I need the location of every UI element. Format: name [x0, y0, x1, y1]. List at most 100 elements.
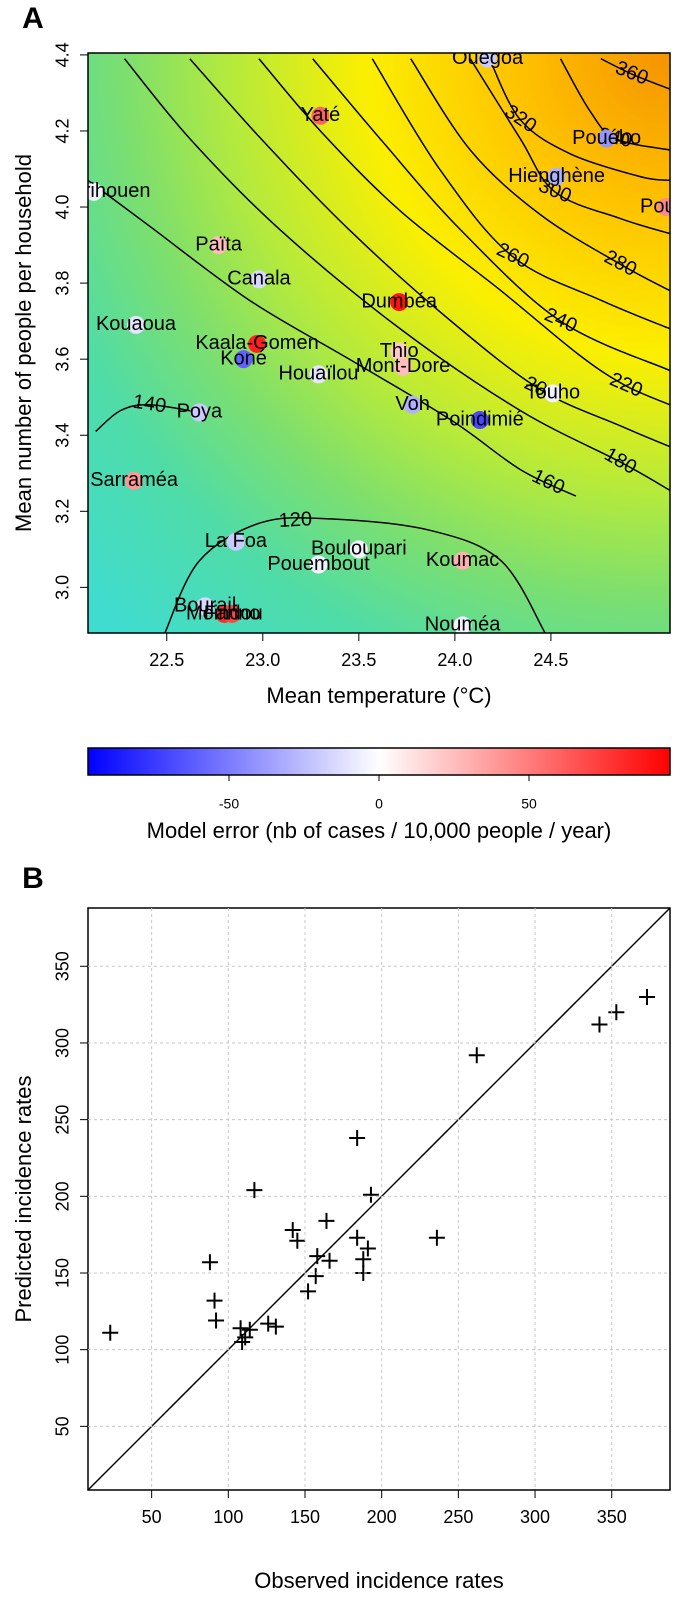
point-label: Houaïlou	[278, 363, 358, 385]
x-tick-label: 350	[597, 1507, 627, 1527]
y-tick-label: 350	[53, 951, 73, 981]
point	[355, 1251, 372, 1268]
point	[468, 1047, 485, 1064]
point	[284, 1222, 301, 1239]
point-label: Dumbéa	[361, 290, 437, 312]
contour-line	[488, 58, 670, 182]
x-tick-label: 23.5	[341, 650, 376, 670]
point	[241, 1321, 258, 1338]
point	[543, 384, 562, 403]
point	[394, 357, 413, 376]
point	[127, 315, 146, 334]
point-label: Poum	[640, 195, 692, 217]
point-label: Mont-Dore	[356, 355, 450, 377]
y-tick-label: 3.0	[53, 575, 73, 600]
point	[196, 597, 215, 616]
y-tick-label: 50	[53, 1416, 73, 1436]
point	[311, 106, 330, 125]
point	[355, 1265, 372, 1281]
point	[249, 270, 268, 289]
contour-label: 120	[278, 508, 313, 532]
point-label: Ponérihouen	[37, 180, 150, 202]
contour-line	[559, 58, 670, 151]
point	[309, 1248, 326, 1265]
point-label: Bouloupari	[311, 538, 407, 560]
point-label: Poindimié	[436, 408, 524, 430]
point	[248, 334, 267, 353]
point	[321, 1252, 338, 1269]
point-label: Touho	[526, 382, 581, 404]
colorbar-tick-label: -50	[219, 796, 239, 812]
point	[88, 182, 103, 201]
y-tick-label: 4.4	[53, 42, 73, 67]
point-label: Pouébo	[572, 127, 641, 149]
point	[201, 1254, 218, 1271]
y-tick-label: 3.6	[53, 347, 73, 372]
plot-area-a: 120140160180200220240260280300320340360O…	[37, 53, 692, 636]
contour-line	[410, 58, 670, 292]
point	[428, 1229, 445, 1246]
point-label: Hienghène	[508, 165, 605, 187]
point	[349, 540, 368, 559]
point	[208, 1312, 225, 1329]
point	[102, 1324, 119, 1341]
point-label: Koumac	[426, 549, 499, 571]
point	[309, 555, 328, 574]
y-tick-label: 200	[53, 1181, 73, 1211]
point-label: Koné	[220, 347, 267, 369]
frame-b	[87, 907, 671, 1491]
point-label: Canala	[227, 268, 291, 290]
frame-a	[87, 52, 671, 634]
point	[638, 988, 655, 1005]
x-tick-label: 23.0	[245, 650, 280, 670]
contour-line	[88, 179, 577, 497]
y-tick-label: 3.2	[53, 499, 73, 524]
point-label: Thio	[380, 340, 419, 362]
point-label: Yaté	[301, 104, 341, 126]
point	[209, 236, 228, 255]
point	[300, 1283, 317, 1300]
contour-line	[95, 404, 200, 433]
point	[359, 1240, 376, 1257]
point-label: Moindou	[186, 602, 263, 624]
x-tick-label: 150	[290, 1507, 320, 1527]
point	[267, 1318, 284, 1335]
point	[547, 167, 566, 186]
x-tick-label: 300	[520, 1507, 550, 1527]
point	[232, 1320, 249, 1337]
contour-line	[600, 58, 670, 90]
y-tick-label: 250	[53, 1105, 73, 1135]
point	[190, 403, 209, 422]
y-tick-label: 3.8	[53, 271, 73, 296]
point	[597, 129, 616, 148]
point-label: Poya	[177, 401, 223, 423]
x-tick-label: 50	[142, 1507, 162, 1527]
x-tick-label: 24.0	[437, 650, 472, 670]
point	[307, 1268, 324, 1285]
point	[453, 616, 472, 633]
point	[591, 1016, 608, 1033]
colorbar-tick-label: 50	[521, 796, 537, 812]
y-tick-label: 4.2	[53, 118, 73, 143]
point	[608, 1004, 625, 1021]
contour-line	[312, 58, 670, 372]
point	[309, 365, 328, 384]
point	[390, 342, 409, 361]
point-label: Nouméa	[425, 614, 501, 636]
colorbar	[87, 747, 671, 776]
contour-line	[123, 58, 670, 492]
contour-line	[258, 58, 670, 406]
contour-line	[189, 58, 670, 448]
point-label: La Foa	[205, 530, 268, 552]
contour-label: 140	[131, 391, 167, 418]
point	[657, 198, 670, 217]
point	[206, 1292, 223, 1309]
point	[234, 350, 253, 369]
point	[403, 395, 422, 414]
y-tick-label: 150	[53, 1258, 73, 1288]
point	[470, 411, 489, 430]
point	[223, 604, 242, 623]
heatmap	[88, 53, 670, 633]
point-label: Kouaoua	[96, 313, 177, 335]
x-tick-label: 200	[367, 1507, 397, 1527]
